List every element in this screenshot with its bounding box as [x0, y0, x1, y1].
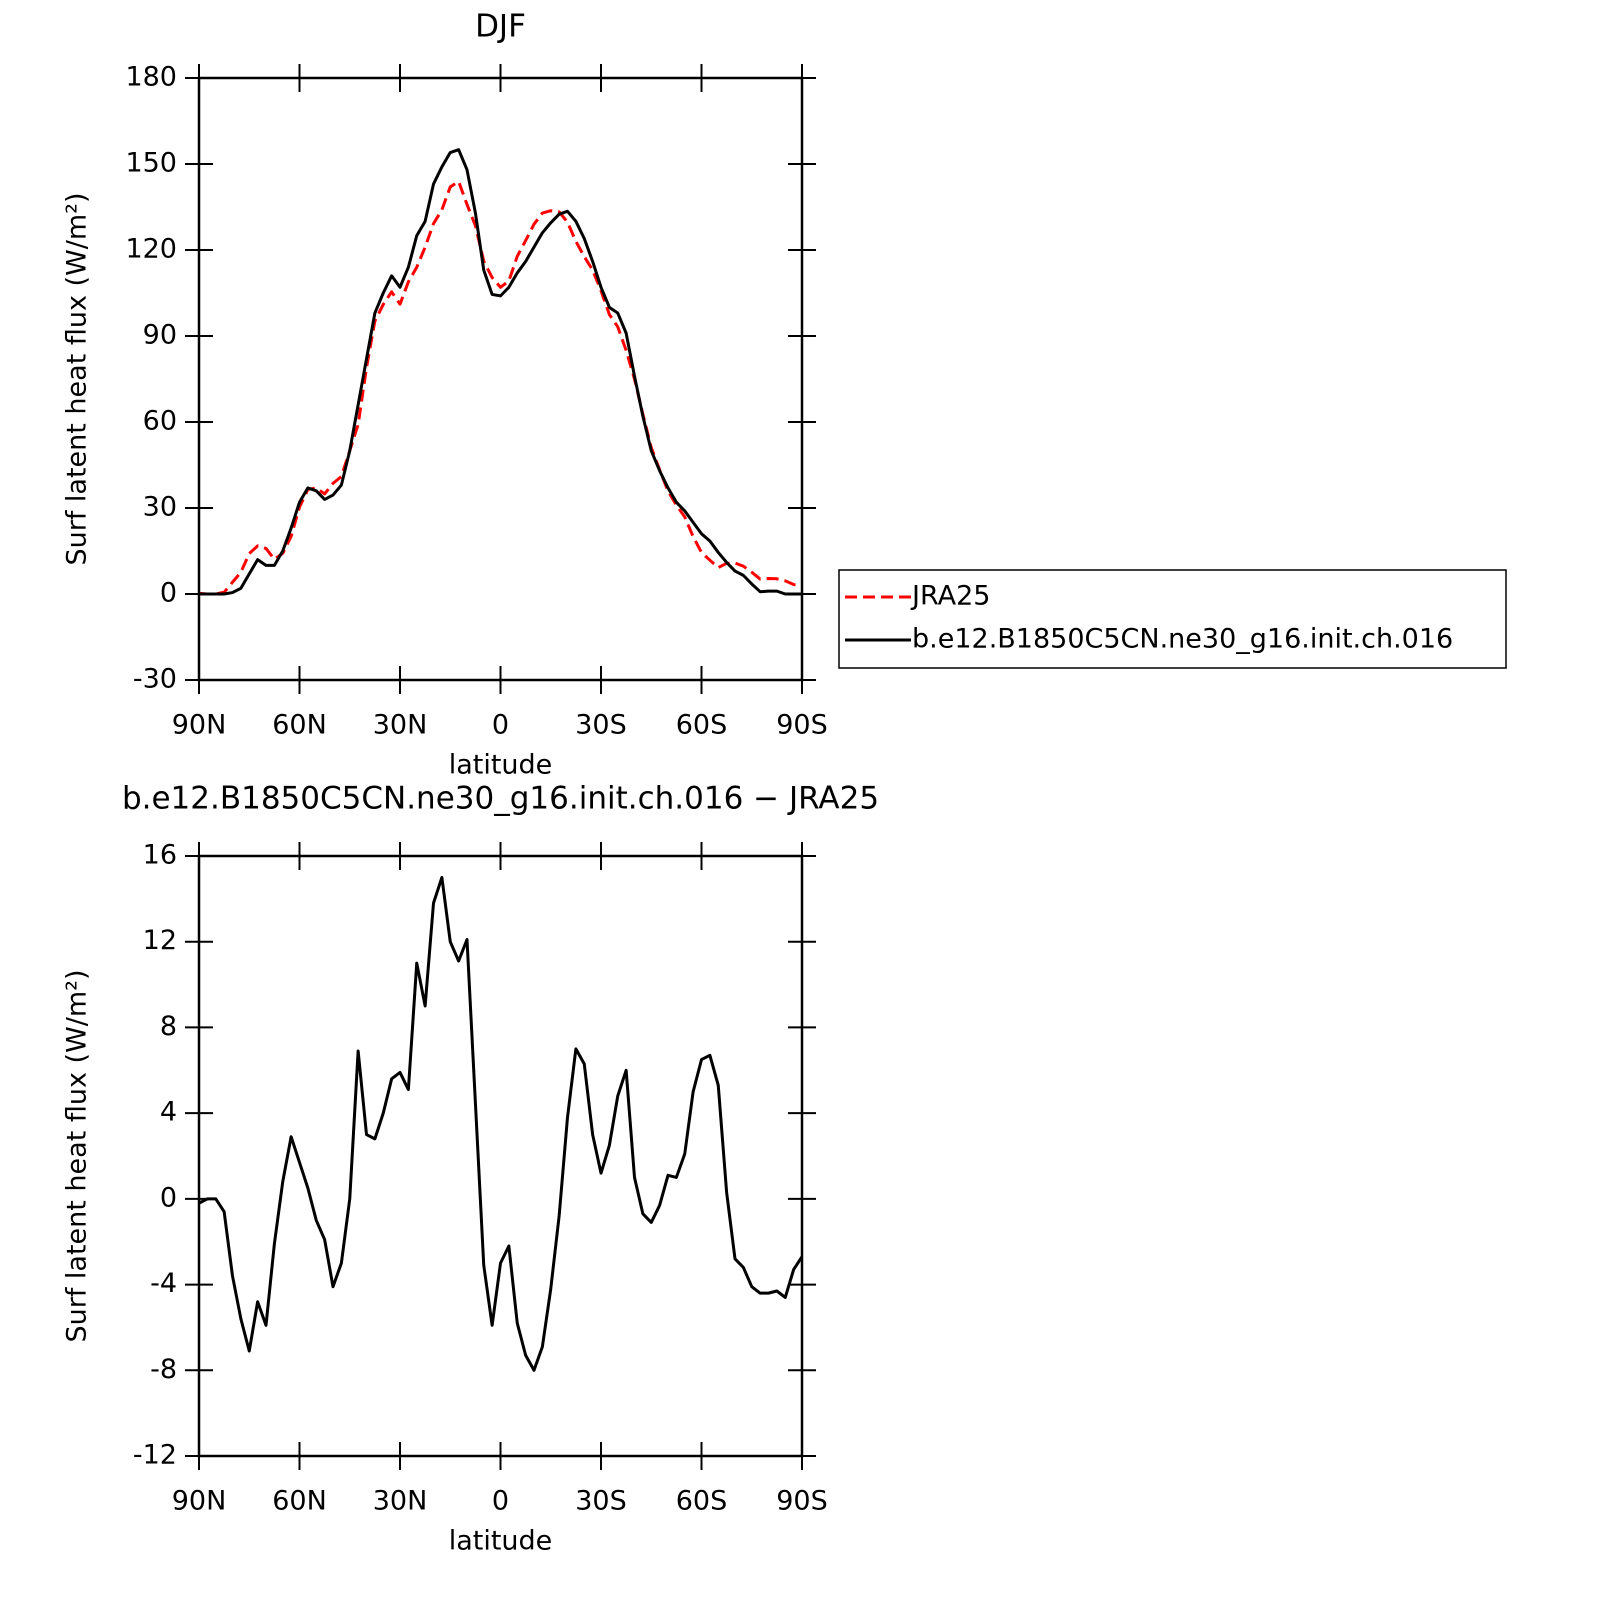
- legend-label: JRA25: [910, 581, 990, 612]
- x-tick-label: 90N: [172, 710, 227, 741]
- x-tick-label: 60S: [676, 710, 728, 741]
- x-axis-label: latitude: [449, 750, 553, 781]
- plot-frame: [197, 76, 804, 682]
- y-tick-label: 120: [125, 234, 177, 265]
- x-tick-label: 90S: [776, 710, 828, 741]
- y-tick-label: 60: [143, 406, 177, 437]
- x-tick-label: 90N: [172, 1486, 227, 1517]
- y-tick-label: 90: [143, 320, 177, 351]
- chart-title: DJF: [475, 9, 526, 45]
- x-tick-label: 30N: [373, 710, 428, 741]
- data-line: [199, 148, 802, 596]
- legend-label: b.e12.B1850C5CN.ne30_g16.init.ch.016: [912, 624, 1453, 655]
- x-tick-label: 60S: [676, 1486, 728, 1517]
- y-tick-label: 4: [160, 1097, 177, 1128]
- y-axis-label: Surf latent heat flux (W/m²): [62, 969, 93, 1342]
- x-tick-label: 0: [492, 1486, 509, 1517]
- data-line: [198, 875, 804, 1372]
- x-tick-label: 0: [492, 710, 509, 741]
- y-tick-label: 150: [125, 148, 177, 179]
- y-tick-label: 0: [160, 1182, 177, 1213]
- legend-box: [838, 569, 1507, 669]
- plot-frame: [197, 854, 804, 1458]
- y-tick-label: 30: [143, 492, 177, 523]
- y-tick-label: 16: [143, 840, 177, 871]
- x-tick-label: 30N: [373, 1486, 428, 1517]
- y-axis-label: Surf latent heat flux (W/m²): [62, 192, 93, 565]
- data-line: [198, 179, 803, 596]
- y-tick-label: -30: [133, 664, 177, 695]
- x-tick-label: 30S: [575, 710, 627, 741]
- y-tick-label: -4: [150, 1268, 177, 1299]
- y-tick-label: 180: [125, 62, 177, 93]
- chart-title: b.e12.B1850C5CN.ne30_g16.init.ch.016 − J…: [122, 781, 879, 817]
- y-tick-label: 12: [143, 925, 177, 956]
- x-tick-label: 90S: [776, 1486, 828, 1517]
- y-tick-label: 0: [160, 578, 177, 609]
- x-axis-label: latitude: [449, 1526, 553, 1557]
- x-tick-label: 60N: [272, 1486, 327, 1517]
- y-tick-label: -12: [133, 1440, 177, 1471]
- x-tick-label: 60N: [272, 710, 327, 741]
- y-tick-label: -8: [150, 1354, 177, 1385]
- x-tick-label: 30S: [575, 1486, 627, 1517]
- y-tick-label: 8: [160, 1011, 177, 1042]
